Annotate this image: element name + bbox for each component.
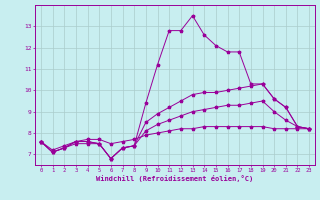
X-axis label: Windchill (Refroidissement éolien,°C): Windchill (Refroidissement éolien,°C): [96, 175, 254, 182]
